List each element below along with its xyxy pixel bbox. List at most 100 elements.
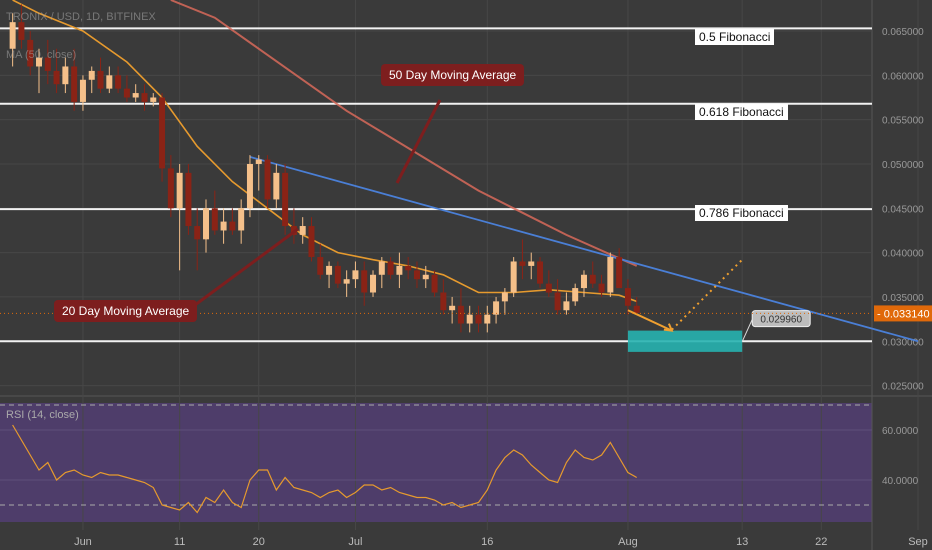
target-tag-leader (741, 319, 753, 342)
candle-up (528, 261, 535, 266)
date-tick-label: 11 (174, 536, 185, 548)
candle-down (141, 93, 148, 102)
price-tick-label: 0.040000 (882, 249, 924, 260)
target-tag (751, 310, 811, 328)
candle-down (633, 305, 640, 313)
ma20-annotation: 20 Day Moving Average (54, 300, 198, 322)
candle-down (123, 88, 130, 98)
candle-down (185, 172, 192, 227)
candle-down (97, 70, 104, 89)
candle-down (317, 257, 324, 275)
candle-up (106, 75, 113, 89)
candle-up (422, 274, 429, 280)
date-tick-label: Sep (908, 536, 928, 548)
candle-down (44, 57, 51, 71)
candle-up (255, 159, 262, 164)
candle-down (264, 159, 271, 200)
candle-up (36, 57, 42, 67)
price-tick-label: 0.045000 (882, 204, 924, 215)
candle-down (624, 288, 631, 306)
candle-down (361, 270, 368, 293)
projection-dotted-up (671, 258, 743, 331)
date-tick-label: 22 (815, 536, 827, 548)
candle-up (493, 301, 500, 315)
candle-down (431, 274, 438, 293)
rsi-line (12, 424, 637, 514)
candle-up (203, 208, 210, 240)
fib-050-label: 0.5 Fibonacci (695, 29, 775, 45)
candle-up (580, 274, 587, 289)
rsi-tick-label: 40.0000 (882, 476, 919, 487)
candle-down (413, 270, 420, 280)
candle-up (273, 172, 280, 200)
candle-up (176, 172, 183, 209)
date-tick-label: Jun (74, 536, 92, 548)
price-tick-label: 0.035000 (882, 293, 924, 304)
ma50-callout-line (395, 99, 442, 184)
rsi-label: RSI (14, close) (6, 409, 79, 421)
candle-up (238, 208, 245, 231)
fib-0786-label: 0.786 Fibonacci (695, 205, 788, 221)
candle-down (475, 314, 482, 324)
candle-down (589, 274, 596, 284)
candle-up (510, 261, 517, 293)
candle-up (88, 70, 95, 80)
rsi-tick-label: 60.0000 (882, 426, 919, 437)
date-tick-label: 13 (736, 536, 748, 548)
ma20-callout-line (194, 227, 299, 307)
date-tick-label: Jul (348, 536, 362, 548)
candle-down (167, 168, 174, 209)
candle-up (79, 79, 86, 102)
candle-up (396, 265, 403, 275)
ma-legend: MA (50, close) (6, 49, 76, 61)
candle-down (18, 22, 25, 40)
candle-down (194, 226, 201, 240)
candle-down (27, 39, 34, 67)
price-tick-label: 0.025000 (882, 382, 924, 393)
candle-up (132, 93, 139, 98)
candle-down (554, 292, 561, 311)
candle-down (211, 208, 218, 231)
candle-down (598, 283, 605, 293)
candle-up (466, 314, 473, 324)
candle-down (387, 261, 394, 275)
projection-arrowhead (663, 323, 674, 332)
price-tick-label: 0.050000 (882, 160, 924, 171)
candle-up (9, 22, 16, 49)
rsi-pane-background (0, 403, 872, 522)
candle-up (449, 305, 456, 311)
candle-down (53, 70, 60, 85)
price-tick-label: 0.065000 (882, 27, 924, 38)
candle-down (405, 265, 412, 271)
target-tag-label: 0.029960 (760, 315, 802, 326)
current-price-tag (874, 305, 932, 322)
candle-up (150, 97, 157, 102)
candle-up (299, 226, 306, 235)
candle-up (343, 279, 350, 284)
symbol-header: TRONIX / USD, 1D, BITFINEX (6, 11, 156, 23)
candle-down (71, 66, 78, 102)
price-tick-label: 0.030000 (882, 337, 924, 348)
current-price-label: - 0.033140 (877, 308, 930, 320)
candle-down (159, 97, 166, 169)
price-tick-label: 0.060000 (882, 71, 924, 82)
candle-down (545, 283, 552, 293)
date-tick-label: 16 (481, 536, 493, 548)
price-tick-label: 0.055000 (882, 116, 924, 127)
candle-down (308, 226, 315, 258)
candle-up (501, 292, 508, 302)
candle-down (457, 305, 464, 324)
candle-down (115, 75, 122, 89)
fib-0618-label: 0.618 Fibonacci (695, 104, 788, 120)
candle-up (378, 261, 385, 275)
candle-up (246, 163, 253, 209)
candle-up (572, 288, 579, 302)
candle-down (537, 261, 544, 284)
candle-up (484, 314, 491, 324)
candle-up (326, 265, 333, 275)
candle-up (563, 301, 570, 311)
candle-up (370, 274, 377, 293)
candle-up (352, 270, 359, 280)
target-box (627, 330, 743, 352)
